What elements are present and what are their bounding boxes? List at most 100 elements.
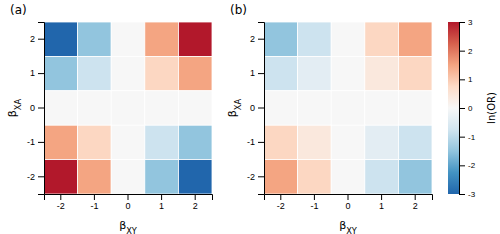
y-tick: -2 bbox=[247, 172, 264, 182]
y-tick-label: 1 bbox=[30, 68, 35, 78]
cell bbox=[145, 160, 179, 194]
heatmap-cells bbox=[264, 22, 432, 194]
x-tick-mark bbox=[415, 194, 416, 200]
cell bbox=[264, 91, 298, 125]
colorbar-tick-label: 2 bbox=[468, 47, 473, 56]
x-tick-mark bbox=[94, 194, 95, 200]
y-tick-label: 2 bbox=[250, 34, 255, 44]
cell bbox=[111, 125, 145, 159]
x-tick: -2 bbox=[57, 194, 65, 211]
colorbar-tick-mark bbox=[459, 22, 465, 23]
cell bbox=[178, 125, 212, 159]
x-tick-mark bbox=[348, 194, 349, 200]
y-axis-title: βXA bbox=[226, 98, 243, 117]
cell bbox=[365, 91, 399, 125]
colorbar-tick: 2 bbox=[459, 47, 473, 56]
colorbar-tick: -2 bbox=[459, 161, 476, 170]
y-tick-mark bbox=[258, 108, 264, 109]
colorbar-tick: -1 bbox=[459, 133, 476, 142]
cell bbox=[44, 56, 78, 90]
cell bbox=[78, 125, 112, 159]
cell bbox=[331, 91, 365, 125]
colorbar-tick-label: 1 bbox=[468, 75, 473, 84]
cell bbox=[111, 56, 145, 90]
colorbar-tick: 0 bbox=[459, 104, 473, 113]
colorbar-axis: -3-2-10123 bbox=[459, 18, 476, 199]
colorbar-axis-domain bbox=[460, 23, 466, 195]
y-axis-title: βXA bbox=[6, 98, 23, 117]
x-tick-label: 0 bbox=[345, 201, 350, 211]
y-tick-label: 1 bbox=[250, 68, 255, 78]
cell bbox=[44, 22, 78, 56]
x-tick: 2 bbox=[413, 194, 418, 211]
panel-title: (a) bbox=[10, 3, 27, 17]
cell bbox=[78, 56, 112, 90]
colorbar-tick-mark bbox=[459, 51, 465, 52]
y-tick-label: -1 bbox=[27, 137, 35, 147]
x-tick-label: 1 bbox=[379, 201, 384, 211]
cell bbox=[145, 91, 179, 125]
y-axis: 2 1 0 -1 -2 bbox=[247, 23, 265, 195]
cell bbox=[398, 22, 432, 56]
y-tick: 2 bbox=[30, 34, 44, 44]
cell bbox=[331, 22, 365, 56]
x-tick-label: 2 bbox=[193, 201, 198, 211]
x-tick: -1 bbox=[310, 194, 318, 211]
x-tick-mark bbox=[195, 194, 196, 200]
colorbar-tick-mark bbox=[459, 108, 465, 109]
cell bbox=[78, 91, 112, 125]
colorbar-tick-mark bbox=[459, 137, 465, 138]
colorbar-tick-label: -1 bbox=[468, 133, 476, 142]
x-tick-label: 0 bbox=[125, 201, 130, 211]
cell bbox=[331, 125, 365, 159]
cell bbox=[145, 125, 179, 159]
colorbar-title: ln(OR) bbox=[486, 92, 497, 124]
y-tick-label: 0 bbox=[250, 103, 255, 113]
y-tick: 1 bbox=[250, 68, 264, 78]
y-tick-mark bbox=[38, 176, 44, 177]
colorbar-tick-mark bbox=[459, 165, 465, 166]
colorbar-tick-mark bbox=[459, 79, 465, 80]
y-tick-mark bbox=[38, 142, 44, 143]
colorbar-tick-label: -3 bbox=[468, 190, 476, 199]
cell bbox=[78, 22, 112, 56]
y-tick: -1 bbox=[27, 137, 44, 147]
colorbar-tick-label: -2 bbox=[468, 161, 476, 170]
x-axis-domain bbox=[45, 195, 213, 201]
y-tick-label: -1 bbox=[247, 137, 255, 147]
colorbar-tick-label: 0 bbox=[468, 104, 473, 113]
x-axis-domain bbox=[265, 195, 433, 201]
cell bbox=[331, 160, 365, 194]
cell bbox=[298, 56, 332, 90]
cell bbox=[398, 160, 432, 194]
cell bbox=[365, 22, 399, 56]
y-axis-domain bbox=[38, 23, 45, 195]
cell bbox=[398, 56, 432, 90]
y-tick: -2 bbox=[27, 172, 44, 182]
x-tick-label: -2 bbox=[57, 201, 65, 211]
heatmap-cells bbox=[44, 22, 212, 194]
y-tick-label: 0 bbox=[30, 103, 35, 113]
y-tick: 1 bbox=[30, 68, 44, 78]
x-tick-mark bbox=[314, 194, 315, 200]
colorbar-tick-mark bbox=[459, 194, 465, 195]
cell bbox=[331, 56, 365, 90]
y-tick-mark bbox=[258, 39, 264, 40]
x-axis: -2-1012 bbox=[265, 194, 433, 211]
cell bbox=[178, 56, 212, 90]
cell bbox=[264, 56, 298, 90]
cell bbox=[398, 125, 432, 159]
cell bbox=[298, 22, 332, 56]
x-tick-mark bbox=[280, 194, 281, 200]
x-tick-mark bbox=[60, 194, 61, 200]
x-tick: 2 bbox=[193, 194, 198, 211]
y-tick: 0 bbox=[250, 103, 264, 113]
cell bbox=[111, 91, 145, 125]
y-tick-mark bbox=[258, 73, 264, 74]
cell bbox=[398, 91, 432, 125]
x-tick-label: -1 bbox=[90, 201, 98, 211]
cell bbox=[365, 160, 399, 194]
y-tick: 0 bbox=[30, 103, 44, 113]
x-tick-label: -1 bbox=[310, 201, 318, 211]
x-tick: 0 bbox=[345, 194, 350, 211]
